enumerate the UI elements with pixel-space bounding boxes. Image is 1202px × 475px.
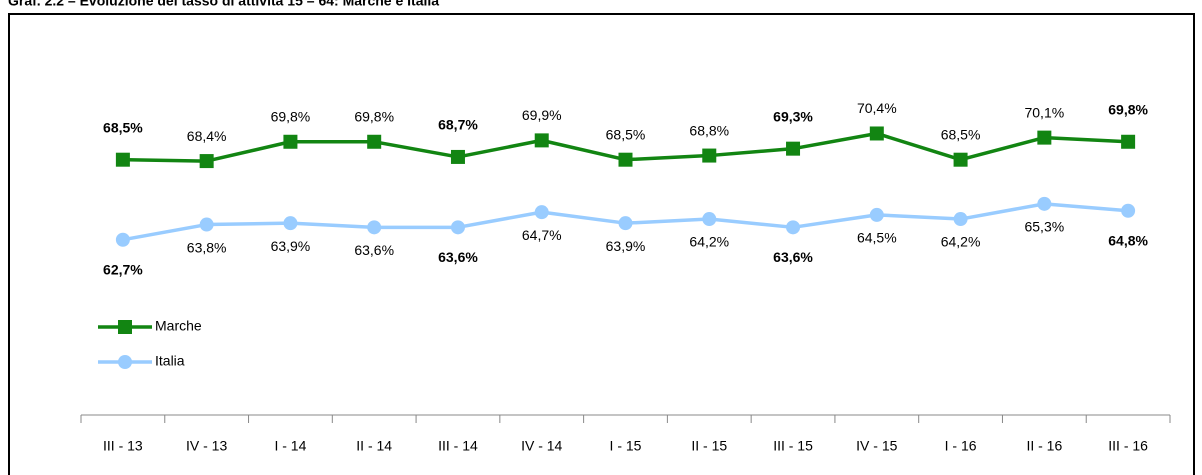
data-point [199,154,214,169]
data-label: 64,2% [689,234,729,250]
x-tick-label: II - 14 [356,438,392,454]
data-label: 69,8% [1108,101,1148,117]
legend-label: Marche [155,318,202,334]
data-point [618,216,633,231]
data-label: 62,7% [103,261,143,277]
data-point [1037,196,1052,211]
data-label: 68,4% [187,128,227,144]
data-label: 64,8% [1108,232,1148,248]
data-point [1121,134,1136,149]
data-label: 63,8% [187,239,227,255]
chart-frame [8,13,1195,475]
legend-marker [118,320,132,334]
data-label: 68,5% [606,126,646,142]
data-label: 68,5% [103,119,143,135]
data-label: 63,9% [271,238,311,254]
data-label: 68,5% [941,126,981,142]
data-point [283,134,298,149]
data-point [702,212,717,227]
data-point [115,232,130,247]
data-label: 70,1% [1024,104,1064,120]
chart-title: Graf. 2.2 – Evoluzione del tasso di atti… [8,0,439,9]
data-point [618,152,633,167]
x-tick-label: III - 16 [1108,438,1148,454]
x-tick-label: IV - 14 [521,438,562,454]
data-label: 63,6% [354,242,394,258]
data-point [115,152,130,167]
x-tick-label: III - 15 [773,438,813,454]
data-label: 63,9% [606,238,646,254]
data-label: 69,8% [271,108,311,124]
data-point [1037,130,1052,145]
data-label: 68,7% [438,117,478,133]
data-point [786,141,801,156]
data-point [367,134,382,149]
data-point [869,207,884,222]
data-point [450,220,465,235]
data-label: 65,3% [1024,219,1064,235]
x-tick-label: IV - 13 [186,438,227,454]
data-point [702,148,717,163]
x-tick-label: II - 16 [1026,438,1062,454]
data-label: 64,2% [941,234,981,250]
data-label: 69,9% [522,107,562,123]
legend-marker [118,355,132,369]
data-label: 68,8% [689,122,729,138]
data-point [534,133,549,148]
data-point [1121,203,1136,218]
x-tick-label: II - 15 [691,438,727,454]
data-point [953,152,968,167]
data-point [450,149,465,164]
data-point [199,217,214,232]
data-point [953,212,968,227]
data-label: 69,3% [773,108,813,124]
x-tick-label: IV - 15 [856,438,897,454]
data-point [869,126,884,141]
data-label: 63,6% [438,249,478,265]
data-point [786,220,801,235]
legend-label: Italia [155,353,185,369]
data-label: 64,7% [522,227,562,243]
x-tick-label: III - 13 [103,438,143,454]
x-tick-label: I - 16 [945,438,977,454]
data-point [283,216,298,231]
data-label: 64,5% [857,230,897,246]
data-label: 63,6% [773,249,813,265]
data-label: 69,8% [354,108,394,124]
data-point [534,205,549,220]
data-point [367,220,382,235]
x-tick-label: I - 14 [274,438,306,454]
x-tick-label: I - 15 [610,438,642,454]
x-tick-label: III - 14 [438,438,478,454]
data-label: 70,4% [857,100,897,116]
